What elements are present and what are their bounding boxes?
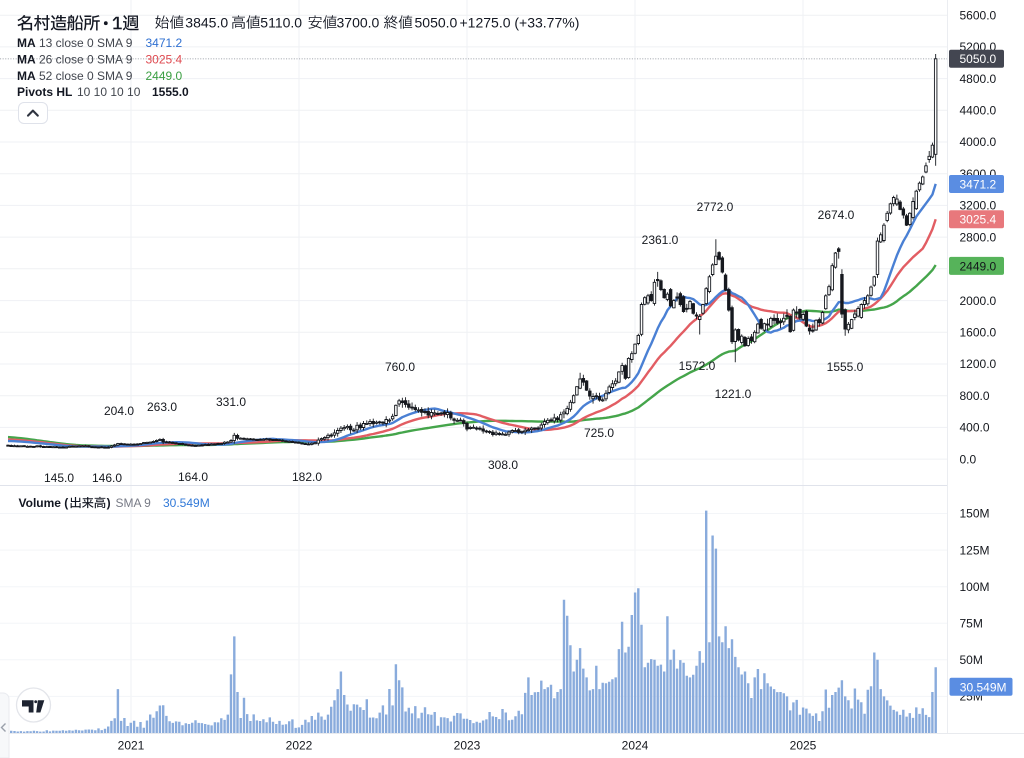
svg-text:2022: 2022	[286, 739, 313, 753]
svg-text:145.0: 145.0	[44, 471, 74, 485]
svg-text:3471.2: 3471.2	[960, 177, 997, 191]
svg-text:): )	[107, 496, 111, 510]
svg-text:1200.0: 1200.0	[960, 357, 997, 371]
svg-text:5050.0: 5050.0	[960, 52, 997, 66]
svg-text:+1275.0 (+33.77%): +1275.0 (+33.77%)	[460, 15, 580, 31]
svg-text:725.0: 725.0	[584, 426, 614, 440]
svg-text:2772.0: 2772.0	[697, 200, 734, 214]
svg-text:3025.4: 3025.4	[960, 213, 997, 227]
svg-text:2024: 2024	[622, 739, 649, 753]
svg-text:5600.0: 5600.0	[960, 8, 997, 22]
svg-text:331.0: 331.0	[216, 395, 246, 409]
svg-text:2800.0: 2800.0	[960, 230, 997, 244]
svg-text:MA: MA	[17, 53, 36, 67]
svg-text:2023: 2023	[454, 739, 481, 753]
svg-text:150M: 150M	[960, 507, 990, 521]
svg-text:1600.0: 1600.0	[960, 326, 997, 340]
svg-text:Pivots HL: Pivots HL	[17, 85, 72, 99]
svg-text:SMA 9: SMA 9	[116, 496, 152, 510]
svg-text:MA: MA	[17, 69, 36, 83]
svg-text:3700.0: 3700.0	[337, 15, 380, 31]
svg-text:2021: 2021	[118, 739, 145, 753]
svg-text:204.0: 204.0	[104, 404, 134, 418]
svg-text:26 close 0 SMA 9: 26 close 0 SMA 9	[39, 53, 133, 67]
svg-text:125M: 125M	[960, 543, 990, 557]
svg-text:1555.0: 1555.0	[152, 85, 189, 99]
svg-text:1572.0: 1572.0	[679, 359, 716, 373]
svg-text:2449.0: 2449.0	[960, 259, 997, 273]
svg-text:3025.4: 3025.4	[146, 53, 183, 67]
svg-text:1555.0: 1555.0	[827, 360, 864, 374]
svg-text:13 close 0 SMA 9: 13 close 0 SMA 9	[39, 36, 133, 50]
svg-text:146.0: 146.0	[92, 471, 122, 485]
svg-text:5050.0: 5050.0	[415, 15, 458, 31]
svg-text:1221.0: 1221.0	[715, 387, 752, 401]
svg-text:10 10 10 10: 10 10 10 10	[77, 85, 141, 99]
svg-text:3845.0: 3845.0	[185, 15, 228, 31]
svg-text:3471.2: 3471.2	[146, 36, 183, 50]
svg-text:4000.0: 4000.0	[960, 135, 997, 149]
svg-text:3200.0: 3200.0	[960, 199, 997, 213]
svg-text:75M: 75M	[960, 617, 983, 631]
svg-text:4800.0: 4800.0	[960, 72, 997, 86]
svg-text:30.549M: 30.549M	[960, 680, 1007, 694]
svg-text:164.0: 164.0	[178, 470, 208, 484]
svg-text:308.0: 308.0	[488, 458, 518, 472]
svg-text:2025: 2025	[790, 739, 817, 753]
svg-text:100M: 100M	[960, 580, 990, 594]
svg-text:Volume (: Volume (	[19, 496, 69, 510]
svg-text:MA: MA	[17, 36, 36, 50]
svg-text:2361.0: 2361.0	[642, 233, 679, 247]
svg-text:30.549M: 30.549M	[163, 496, 210, 510]
svg-text:5110.0: 5110.0	[260, 15, 302, 31]
svg-text:0.0: 0.0	[960, 452, 977, 466]
svg-text:2000.0: 2000.0	[960, 294, 997, 308]
svg-text:800.0: 800.0	[960, 389, 990, 403]
svg-text:2449.0: 2449.0	[146, 69, 183, 83]
svg-text:4400.0: 4400.0	[960, 104, 997, 118]
svg-text:52 close 0 SMA 9: 52 close 0 SMA 9	[39, 69, 133, 83]
svg-text:400.0: 400.0	[960, 421, 990, 435]
svg-text:50M: 50M	[960, 653, 983, 667]
svg-text:182.0: 182.0	[292, 470, 322, 484]
svg-text:760.0: 760.0	[385, 360, 415, 374]
svg-text:263.0: 263.0	[147, 400, 177, 414]
svg-text:2674.0: 2674.0	[818, 208, 855, 222]
